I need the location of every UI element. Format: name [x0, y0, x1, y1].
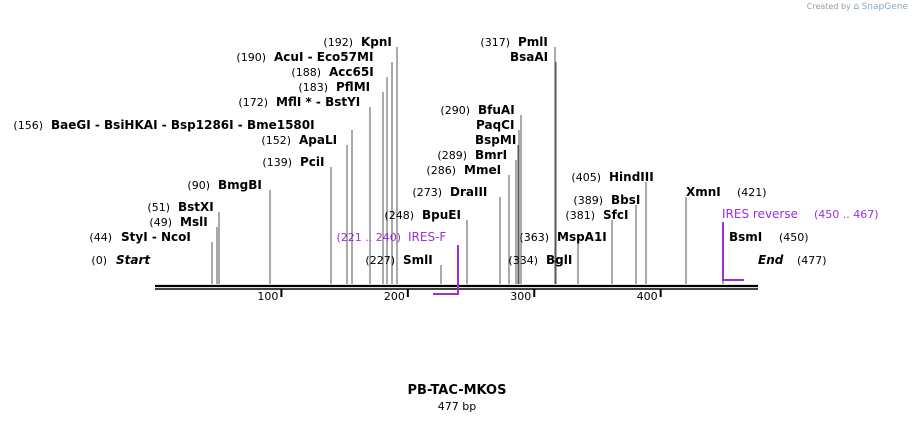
cut-site-enzyme: BpuEI [422, 208, 461, 222]
cut-site-position: (389) [573, 194, 603, 207]
cut-site-position: (188) [291, 66, 321, 79]
snapgene-credit: Created by ⌂ SnapGene [807, 2, 908, 12]
cut-site-enzyme: MmeI [464, 163, 501, 177]
scale-tick-label: 400 [637, 290, 658, 303]
cut-site-position: (289) [437, 149, 467, 162]
cut-site-position: (421) [737, 186, 767, 199]
primer-ires-reverse-range: (450 .. 467) [814, 208, 879, 221]
cut-site-enzyme: PmlI [518, 35, 548, 49]
cut-site-position: (51) [147, 201, 170, 214]
cut-site-enzyme: KpnI [361, 35, 392, 49]
cut-site-position: (190) [236, 51, 266, 64]
cut-site-enzyme: MflI * - BstYI [276, 95, 360, 109]
cut-site-enzyme: BaeGI - BsiHKAI - Bsp1286I - Bme1580I [51, 118, 315, 132]
cut-site-enzyme: AcuI - Eco57MI [274, 50, 373, 64]
cut-site-enzyme: BstXI [178, 200, 214, 214]
primer-ires-f-arrow [433, 245, 459, 295]
cut-site-enzyme: SfcI [603, 208, 628, 222]
cut-site-position: (139) [262, 156, 292, 169]
scale-tick-label: 100 [257, 290, 278, 303]
cut-site-enzyme: BbsI [611, 193, 640, 207]
snapgene-logo-icon: ⌂ [853, 2, 860, 12]
cut-site-enzyme: BmrI [475, 148, 507, 162]
cut-site-enzyme: BmgBI [218, 178, 262, 192]
cut-site-position: (44) [89, 231, 112, 244]
cut-site-position: (477) [797, 254, 827, 267]
credit-brand: SnapGene [861, 2, 908, 12]
cut-site-enzyme: PciI [300, 155, 325, 169]
cut-site-enzyme: HindIII [609, 170, 654, 184]
cut-site-enzyme: BfuAI [478, 103, 515, 117]
cut-site-enzyme: BsaAI [510, 50, 548, 64]
map-title-block: PB-TAC-MKOS 477 bp [0, 383, 914, 413]
cut-site-enzyme: Acc65I [329, 65, 374, 79]
cut-site-enzyme: BsmI [729, 230, 762, 244]
cut-site-position: (0) [91, 254, 107, 267]
cut-site-position: (49) [149, 216, 172, 229]
cut-site-position: (273) [412, 186, 442, 199]
cut-site-position: (381) [565, 209, 595, 222]
cut-site-position: (192) [323, 36, 353, 49]
cut-site-position: (290) [440, 104, 470, 117]
cut-site-enzyme: DraIII [450, 185, 487, 199]
cut-site-position: (317) [480, 36, 510, 49]
cut-site-position: (183) [298, 81, 328, 94]
scale-tick-label: 300 [510, 290, 531, 303]
cut-site-position: (248) [384, 209, 414, 222]
primer-ires-f-label: IRES-F [408, 230, 446, 244]
cut-site-enzyme: Start [116, 253, 151, 267]
cut-site-position: (172) [238, 96, 268, 109]
primer-ires-reverse-arrow [722, 222, 744, 281]
cut-site-position: (90) [187, 179, 210, 192]
cut-site-position: (405) [571, 171, 601, 184]
cut-site-position: (450) [779, 231, 809, 244]
cut-site-enzyme: PaqCI [476, 118, 514, 132]
cut-site-position: (286) [426, 164, 456, 177]
cut-site-enzyme: MslI [180, 215, 208, 229]
credit-prefix: Created by [806, 2, 851, 11]
cut-site-enzyme: MspA1I [557, 230, 607, 244]
map-length: 477 bp [437, 400, 477, 413]
cut-site-enzyme: SmlI [403, 253, 433, 267]
cut-site-enzyme: XmnI [686, 185, 721, 199]
cut-site-enzyme: PflMI [336, 80, 370, 94]
cut-site-position: (152) [261, 134, 291, 147]
map-title: PB-TAC-MKOS [407, 383, 507, 398]
cut-site-enzyme: End [758, 253, 784, 267]
cut-site-position: (334) [508, 254, 538, 267]
cut-site-enzyme: ApaLI [299, 133, 337, 147]
cut-site-position: (156) [13, 119, 43, 132]
cut-site-enzyme: StyI - NcoI [121, 230, 191, 244]
cut-site-enzyme: BglI [546, 253, 572, 267]
cut-site-position: (227) [365, 254, 395, 267]
cut-site-enzyme: BspMI [475, 133, 516, 147]
primer-ires-f-range: (221 .. 240) [336, 231, 401, 244]
primer-ires-reverse-label: IRES reverse [722, 207, 798, 221]
cut-site-position: (363) [519, 231, 549, 244]
scale-tick-label: 200 [384, 290, 405, 303]
